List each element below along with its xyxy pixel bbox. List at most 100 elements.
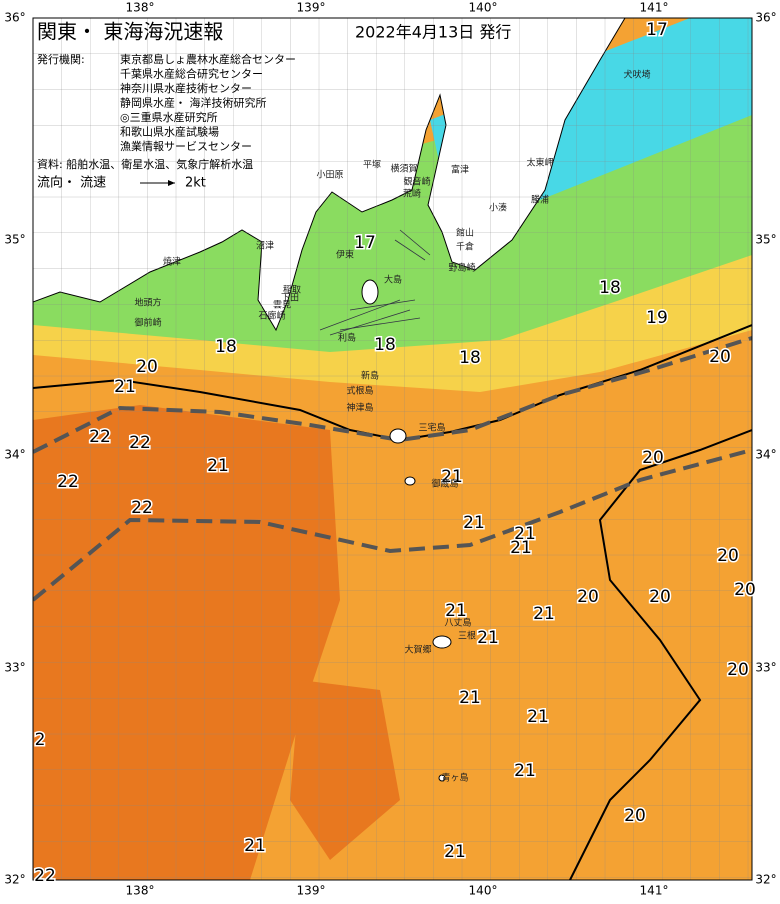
temperature-label: 21: [244, 836, 266, 856]
lon-label: 138°: [126, 884, 155, 898]
place-name: 野島崎: [448, 262, 475, 274]
place-name: 八丈島: [444, 617, 471, 629]
place-name: 大賀郷: [404, 644, 431, 656]
place-name: 沼津: [256, 241, 274, 252]
temperature-label: 22: [129, 433, 151, 453]
agency: 漁業情報サービスセンター: [120, 139, 252, 153]
temperature-label: 21: [510, 538, 532, 558]
isotherm: [569, 429, 752, 880]
temperature-label: 21: [533, 604, 555, 624]
agency: 静岡県水産・ 海洋技術研究所: [120, 96, 267, 110]
legend-label: 流向・ 流速: [37, 175, 106, 191]
place-name: 平塚: [363, 160, 381, 171]
lon-label: 141°: [640, 1, 669, 15]
title: 関東・ 東海海況速報: [37, 20, 223, 44]
source: 資料: 船舶水温、衛星水温、気象庁解析水温: [37, 157, 253, 171]
temperature-label: 20: [709, 347, 731, 367]
temperature-label: 21: [114, 377, 136, 397]
place-name: 小湊: [489, 202, 507, 214]
lat-label: 32°: [755, 873, 776, 887]
temperature-label: 21: [441, 467, 463, 487]
agency: 千葉県水産総合研究センター: [120, 67, 263, 81]
current-axis: [33, 448, 752, 602]
lon-label: 140°: [469, 884, 498, 898]
island: [389, 428, 407, 444]
place-name: 地頭方: [134, 297, 161, 309]
lat-label: 34°: [755, 448, 776, 462]
lon-label: 139°: [297, 884, 326, 898]
place-name: 館山: [456, 227, 474, 239]
legend-arrowhead: [168, 180, 175, 186]
place-name: 新島: [361, 370, 379, 382]
temperature-label: 20: [624, 806, 646, 826]
date: 2022年4月13日 発行: [355, 23, 511, 42]
place-name: 焼津: [163, 257, 181, 268]
place-name: 富津: [451, 164, 469, 176]
place-name: 荒崎: [403, 188, 421, 200]
place-name: 小田原: [316, 170, 343, 181]
temperature-label: 21: [514, 761, 536, 781]
grid: [33, 18, 752, 880]
lat-label: 35°: [755, 233, 776, 247]
lat-label: 33°: [4, 661, 25, 675]
temperature-label: 2: [35, 730, 46, 750]
island: [361, 279, 379, 305]
place-name: 三根: [458, 630, 476, 642]
current-axis: [33, 336, 752, 454]
place-name: 御蔵島: [431, 478, 458, 490]
temperature-label: 17: [646, 20, 668, 40]
land: [33, 18, 626, 332]
temperature-label: 20: [717, 546, 739, 566]
temperature-label: 18: [459, 348, 481, 368]
place-name: 観音崎: [403, 176, 430, 188]
frame: [32, 17, 753, 881]
temperature-label: 19: [646, 308, 668, 328]
temperature-label: 21: [477, 628, 499, 648]
temperature-label: 21: [514, 524, 536, 544]
place-name: 太東岬: [526, 157, 553, 169]
place-name: 稲取: [283, 284, 301, 296]
sea-warmest: [33, 405, 340, 880]
place-name: 勝浦: [531, 194, 549, 206]
lon-label: 138°: [126, 1, 155, 15]
agency: 神奈川県水産技術センター: [120, 81, 252, 95]
temperature-label: 21: [207, 456, 229, 476]
place-name: 神津島: [346, 402, 373, 414]
place-name: 三宅島: [418, 422, 445, 434]
temperature-label: 18: [374, 335, 396, 355]
lat-label: 36°: [4, 11, 25, 25]
lon-label: 139°: [297, 1, 326, 15]
legend-speed: 2kt: [185, 176, 206, 191]
agency: ◎三重県水産研究所: [120, 110, 218, 124]
temperature-label: 20: [734, 580, 756, 600]
lat-label: 32°: [4, 873, 25, 887]
temperature-label: 20: [727, 660, 749, 680]
lat-label: 36°: [755, 11, 776, 25]
agency: 東京都島しょ農林水産総合センター: [120, 52, 296, 66]
island: [432, 635, 452, 649]
temperature-label: 21: [463, 513, 485, 533]
temperature-label: 22: [131, 498, 153, 518]
temperature-label: 21: [459, 688, 481, 708]
place-name: 千倉: [456, 241, 474, 253]
island: [404, 476, 416, 486]
place-name: 横須賀: [390, 163, 417, 175]
place-name: 式根島: [346, 385, 373, 397]
lat-label: 33°: [755, 661, 776, 675]
lat-label: 34°: [4, 448, 25, 462]
agency-label: 発行機関:: [37, 52, 85, 66]
lon-label: 141°: [640, 884, 669, 898]
temperature-label: 22: [57, 472, 79, 492]
place-name: 犬吠埼: [623, 69, 650, 81]
island: [438, 774, 446, 782]
temperature-label: 17: [354, 233, 376, 253]
place-name: 御前崎: [134, 317, 161, 329]
temperature-label: 18: [215, 337, 237, 357]
current-arrows: [319, 229, 431, 336]
temperature-label: 20: [577, 587, 599, 607]
place-name: 雲見: [273, 300, 291, 311]
temperature-label: 21: [445, 601, 467, 621]
place-name: 下田: [281, 293, 299, 304]
sea-layers: [33, 18, 752, 880]
